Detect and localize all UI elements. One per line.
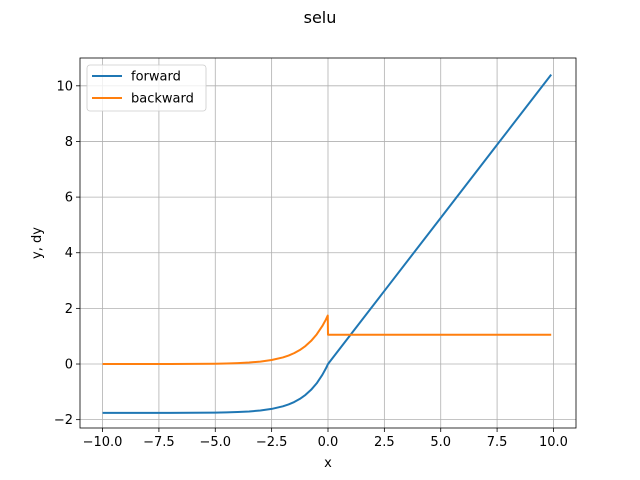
x-tick-label: 2.5 <box>374 435 395 450</box>
x-axis-label: x <box>324 456 332 471</box>
y-tick-label: −2 <box>54 413 73 428</box>
y-tick-label: 0 <box>65 358 73 373</box>
series-line-forward <box>102 73 552 414</box>
y-tick-label: 6 <box>65 191 73 206</box>
legend: forward backward <box>86 64 207 112</box>
axis-ticks: −10.0 −7.5 −5.0 −2.5 0.0 2.5 5.0 7.5 10.0 −2 0 2 4 6 8… <box>54 79 568 450</box>
x-tick-label: −7.5 <box>143 435 175 450</box>
x-tick-label: 5.0 <box>430 435 451 450</box>
x-tick-label: −2.5 <box>256 435 288 450</box>
x-tick-label: 10.0 <box>539 435 568 450</box>
x-tick-label: 7.5 <box>487 435 508 450</box>
x-tick-label: −5.0 <box>199 435 231 450</box>
legend-label-backward: backward <box>131 92 194 107</box>
series-lines <box>102 73 552 414</box>
x-tick-label: −10.0 <box>83 435 123 450</box>
x-tick-label: 0.0 <box>318 435 339 450</box>
y-tick-label: 8 <box>65 135 73 150</box>
y-tick-label: 4 <box>65 246 73 261</box>
legend-label-forward: forward <box>131 70 181 85</box>
grid <box>80 58 576 428</box>
series-line-backward <box>102 314 552 366</box>
y-axis-label: y, dy <box>30 227 45 259</box>
y-tick-label: 10 <box>56 79 73 94</box>
chart-title: selu <box>304 8 337 27</box>
y-tick-label: 2 <box>65 302 73 317</box>
